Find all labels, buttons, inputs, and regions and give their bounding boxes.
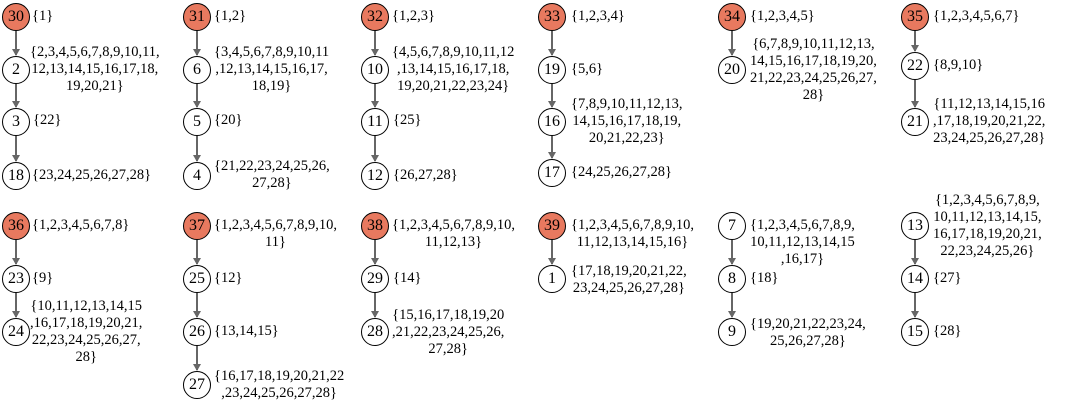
tree-node-30: 30: [2, 3, 30, 31]
node-set-label-8: {18}: [750, 270, 779, 286]
tree-node-16: 16: [538, 108, 566, 136]
tree-node-31: 31: [183, 3, 211, 31]
node-set-label-5: {20}: [214, 112, 243, 128]
tree-node-11: 11: [361, 108, 389, 136]
node-set-label-39: {1,2,3,4,5,6,7,8,9,10, 11,12,13,14,15,16…: [571, 217, 694, 250]
tree-node-4: 4: [183, 162, 211, 190]
tree-node-8: 8: [718, 265, 746, 293]
node-set-label-36: {1,2,3,4,5,6,7,8}: [32, 217, 130, 233]
node-set-label-3: {22}: [33, 112, 62, 128]
node-set-label-13: {1,2,3,4,5,6,7,8,9, 10,11,12,13,14,15, 1…: [933, 192, 1042, 259]
node-set-label-30: {1}: [32, 8, 54, 24]
tree-node-27: 27: [183, 371, 211, 399]
node-set-label-4: {21,22,23,24,25,26, 27,28}: [214, 158, 330, 191]
node-set-label-21: {11,12,13,14,15,16 ,17,18,19,20,21,22, 2…: [933, 96, 1046, 146]
tree-node-12: 12: [361, 162, 389, 190]
tree-node-26: 26: [183, 318, 211, 346]
node-set-label-34: {1,2,3,4,5}: [750, 8, 815, 24]
node-set-label-32: {1,2,3}: [392, 8, 435, 24]
tree-node-33: 33: [538, 3, 566, 31]
tree-node-21: 21: [901, 108, 929, 136]
node-set-label-15: {28}: [933, 323, 962, 339]
node-set-label-9: {19,20,21,22,23,24, 25,26,27,28}: [750, 316, 866, 349]
tree-node-35: 35: [901, 3, 929, 31]
tree-node-28: 28: [361, 318, 389, 346]
tree-node-36: 36: [2, 212, 30, 240]
tree-node-10: 10: [361, 56, 389, 84]
node-set-label-1: {17,18,19,20,21,22, 23,24,25,26,27,28}: [571, 263, 687, 296]
tree-node-14: 14: [901, 265, 929, 293]
node-set-label-7: {1,2,3,4,5,6,7,8,9, 10,11,12,13,14,15 ,1…: [750, 217, 855, 267]
node-set-label-29: {14}: [393, 270, 422, 286]
node-set-label-25: {12}: [214, 270, 243, 286]
node-set-label-35: {1,2,3,4,5,6,7}: [933, 8, 1020, 24]
node-set-label-10: {4,5,6,7,8,9,10,11,12 ,13,14,15,16,17,18…: [392, 44, 515, 94]
tree-node-2: 2: [2, 56, 30, 84]
node-set-label-14: {27}: [933, 270, 962, 286]
node-set-label-16: {7,8,9,10,11,12,13, 14,15,16,17,18,19, 2…: [571, 96, 683, 146]
tree-node-19: 19: [538, 56, 566, 84]
tree-node-17: 17: [538, 159, 566, 187]
tree-node-32: 32: [361, 3, 389, 31]
tree-node-22: 22: [901, 52, 929, 80]
node-set-label-20: {6,7,8,9,10,11,12,13, 14,15,16,17,18,19,…: [750, 36, 877, 103]
tree-node-37: 37: [183, 212, 211, 240]
tree-node-29: 29: [361, 265, 389, 293]
node-set-label-19: {5,6}: [571, 61, 604, 77]
node-set-label-17: {24,25,26,27,28}: [571, 164, 672, 180]
tree-node-23: 23: [2, 265, 30, 293]
node-set-label-22: {8,9,10}: [933, 57, 984, 73]
node-set-label-6: {3,4,5,6,7,8,9,10,11 ,12,13,14,15,16,17,…: [214, 44, 330, 94]
tree-node-3: 3: [2, 108, 30, 136]
tree-node-18: 18: [2, 162, 30, 190]
node-set-label-33: {1,2,3,4}: [571, 8, 625, 24]
tree-node-7: 7: [718, 212, 746, 240]
node-set-label-11: {25}: [393, 112, 422, 128]
tree-node-15: 15: [901, 318, 929, 346]
node-set-label-38: {1,2,3,4,5,6,7,8,9,10, 11,12,13}: [392, 217, 515, 250]
node-set-label-18: {23,24,25,26,27,28}: [32, 167, 152, 183]
tree-node-20: 20: [718, 56, 746, 84]
tree-node-38: 38: [361, 212, 389, 240]
node-set-label-12: {26,27,28}: [393, 167, 458, 183]
node-set-label-23: {9}: [32, 270, 54, 286]
node-set-label-24: {10,11,12,13,14,15 ,16,17,18,19,20,21, 2…: [30, 298, 143, 365]
tree-node-1: 1: [538, 265, 566, 293]
node-set-label-27: {16,17,18,19,20,21,22 ,23,24,25,26,27,28…: [214, 368, 345, 401]
node-set-label-31: {1,2}: [214, 8, 247, 24]
node-set-label-37: {1,2,3,4,5,6,7,8,9,10, 11}: [214, 217, 337, 250]
node-set-label-2: {2,3,4,5,6,7,8,9,10,11, 12,13,14,15,16,1…: [30, 44, 160, 94]
tree-node-39: 39: [538, 212, 566, 240]
node-set-label-26: {13,14,15}: [214, 323, 279, 339]
node-set-label-28: {15,16,17,18,19,20 ,21,22,23,24,25,26, 2…: [392, 307, 505, 357]
tree-node-13: 13: [901, 212, 929, 240]
tree-node-6: 6: [183, 56, 211, 84]
tree-node-9: 9: [718, 318, 746, 346]
tree-node-24: 24: [2, 318, 30, 346]
tree-node-25: 25: [183, 265, 211, 293]
tree-node-34: 34: [718, 3, 746, 31]
tree-node-5: 5: [183, 108, 211, 136]
